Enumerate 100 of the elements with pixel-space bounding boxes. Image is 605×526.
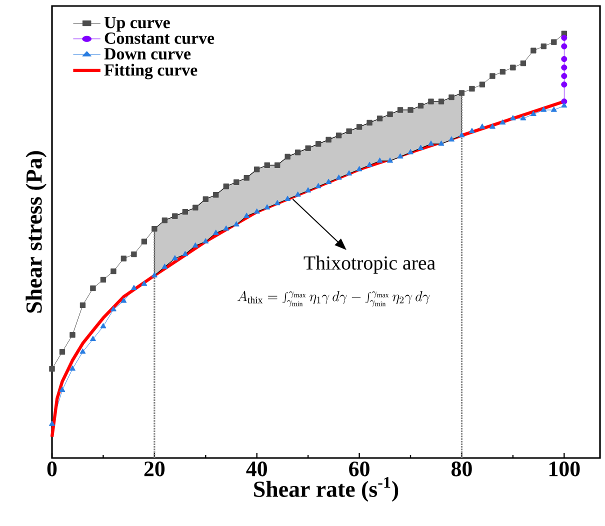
point xyxy=(448,136,454,142)
x-axis-title: Shear rate (s$^{-1}$) xyxy=(254,477,398,502)
point xyxy=(489,124,496,129)
point xyxy=(346,170,352,176)
point xyxy=(141,280,148,286)
point xyxy=(234,179,240,185)
point xyxy=(561,64,568,71)
point xyxy=(510,64,516,70)
point xyxy=(376,157,383,163)
legend-label: Fitting curve xyxy=(104,64,198,80)
point xyxy=(561,56,568,62)
point xyxy=(530,48,536,54)
point xyxy=(90,285,96,292)
point xyxy=(561,72,568,80)
point xyxy=(479,124,486,129)
point xyxy=(274,162,280,168)
x-tick-label: 60 xyxy=(349,462,370,476)
point xyxy=(254,166,260,172)
point xyxy=(336,132,342,138)
point xyxy=(223,225,230,231)
point xyxy=(233,221,240,226)
point xyxy=(294,191,301,197)
point xyxy=(294,150,301,156)
point xyxy=(90,336,96,342)
point xyxy=(346,128,352,134)
point xyxy=(550,106,557,112)
point xyxy=(70,332,76,338)
point xyxy=(141,238,148,244)
point xyxy=(366,120,372,126)
point xyxy=(223,184,229,190)
point xyxy=(490,73,496,79)
point xyxy=(254,208,260,214)
point xyxy=(540,43,547,50)
point xyxy=(448,94,454,100)
point xyxy=(172,255,178,260)
point xyxy=(49,366,55,372)
point xyxy=(479,82,486,88)
point xyxy=(561,34,568,41)
point xyxy=(408,148,414,154)
point xyxy=(336,174,342,180)
point xyxy=(500,68,506,75)
point xyxy=(315,141,322,147)
point xyxy=(182,250,188,256)
point xyxy=(387,157,394,163)
annotation: Thixotropic area xyxy=(304,256,436,274)
x-tick-label: 40 xyxy=(246,462,267,476)
point xyxy=(356,166,362,172)
point xyxy=(100,322,106,328)
point xyxy=(48,420,56,426)
x-tick-label: 0 xyxy=(47,462,57,476)
point xyxy=(192,204,198,210)
legend-label: Down curve xyxy=(104,48,191,60)
point xyxy=(284,154,290,160)
legend-label: Up curve xyxy=(104,16,170,32)
point xyxy=(561,43,568,50)
point xyxy=(274,200,280,206)
point xyxy=(110,306,116,312)
point xyxy=(468,128,475,134)
point xyxy=(458,90,465,96)
point xyxy=(202,238,209,244)
point xyxy=(458,132,465,138)
point xyxy=(428,140,434,146)
point xyxy=(438,140,444,146)
point xyxy=(520,115,526,120)
point xyxy=(59,349,66,355)
point xyxy=(212,230,219,235)
point xyxy=(376,116,383,122)
point xyxy=(500,119,506,125)
point xyxy=(110,268,116,274)
point xyxy=(244,212,250,218)
point xyxy=(469,86,475,92)
point xyxy=(326,178,332,184)
point xyxy=(551,39,557,45)
point xyxy=(510,115,516,120)
point xyxy=(172,213,178,219)
point xyxy=(305,187,312,192)
point xyxy=(244,175,250,181)
point xyxy=(387,111,393,118)
x-tick-label: 100 xyxy=(549,462,580,476)
point xyxy=(315,182,322,188)
point xyxy=(408,107,414,113)
point xyxy=(182,208,188,215)
y-axis-title: Shear stress (Pa) xyxy=(26,151,46,313)
point xyxy=(264,204,270,210)
point xyxy=(520,60,526,66)
point xyxy=(438,98,444,104)
point xyxy=(192,242,198,248)
point xyxy=(80,302,86,308)
point xyxy=(356,124,362,130)
point xyxy=(202,196,208,202)
point xyxy=(152,226,158,232)
point xyxy=(131,251,137,258)
point xyxy=(366,162,373,167)
point xyxy=(418,144,424,150)
point xyxy=(264,162,270,168)
x-tick-label: 20 xyxy=(144,462,165,476)
point xyxy=(80,348,86,354)
point xyxy=(162,217,168,224)
point xyxy=(561,102,568,108)
point xyxy=(530,110,536,116)
